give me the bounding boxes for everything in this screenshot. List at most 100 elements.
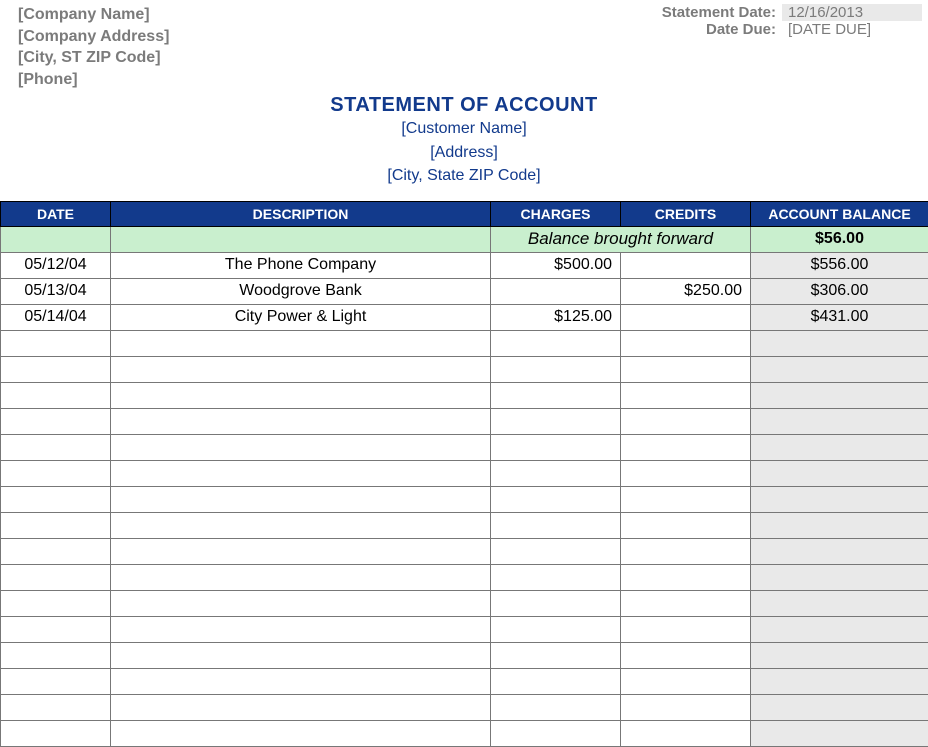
statement-date-row: Statement Date: 12/16/2013 [612,4,922,21]
cell-date: 05/12/04 [1,252,111,278]
cell-date [1,330,111,356]
table-row: 05/14/04City Power & Light$125.00$431.00 [1,304,928,330]
company-name: [Company Name] [18,4,169,26]
ledger-body: Balance brought forward $56.00 05/12/04T… [1,226,928,746]
cell-charges [491,512,621,538]
cell-credits [621,460,751,486]
cell-charges [491,564,621,590]
cell-credits [621,408,751,434]
table-row: 05/13/04Woodgrove Bank$250.00$306.00 [1,278,928,304]
cell-description [111,356,491,382]
cell-date [1,512,111,538]
meta-block: Statement Date: 12/16/2013 Date Due: [DA… [612,4,922,90]
cell-date [1,564,111,590]
cell-charges: $500.00 [491,252,621,278]
cell-charges [491,616,621,642]
cell-balance [751,408,928,434]
cell-balance: $431.00 [751,304,928,330]
customer-city-state-zip: [City, State ZIP Code] [0,164,928,187]
cell-description [111,512,491,538]
cell-description [111,382,491,408]
customer-name: [Customer Name] [0,117,928,140]
cell-date [1,460,111,486]
col-header-description: DESCRIPTION [111,201,491,226]
cell-balance [751,616,928,642]
cell-description [111,694,491,720]
cell-date: 05/14/04 [1,304,111,330]
cell-credits [621,512,751,538]
table-row-empty [1,382,928,408]
cell-credits [621,616,751,642]
cell-credits [621,720,751,746]
cell-charges [491,668,621,694]
cell-charges [491,720,621,746]
cell-charges [491,278,621,304]
cell-charges [491,330,621,356]
cell-charges [491,538,621,564]
cell-description [111,642,491,668]
cell-credits [621,382,751,408]
cell-balance [751,382,928,408]
cell-charges [491,382,621,408]
cell-date [1,408,111,434]
cell-date [1,720,111,746]
cell-charges [491,694,621,720]
cell-credits [621,590,751,616]
bf-empty-date [1,226,111,252]
cell-credits [621,304,751,330]
cell-description [111,486,491,512]
cell-date [1,356,111,382]
cell-description [111,330,491,356]
cell-description [111,434,491,460]
cell-balance: $556.00 [751,252,928,278]
cell-date [1,486,111,512]
header-region: [Company Name] [Company Address] [City, … [0,0,928,90]
company-address: [Company Address] [18,26,169,48]
cell-charges: $125.00 [491,304,621,330]
cell-credits [621,252,751,278]
table-row-empty [1,512,928,538]
table-row-empty [1,356,928,382]
statement-date-label: Statement Date: [612,4,782,21]
title-block: STATEMENT OF ACCOUNT [Customer Name] [Ad… [0,94,928,187]
table-row-empty [1,668,928,694]
balance-forward-row: Balance brought forward $56.00 [1,226,928,252]
table-row-empty [1,460,928,486]
cell-balance [751,694,928,720]
cell-date [1,616,111,642]
cell-credits [621,538,751,564]
cell-balance: $306.00 [751,278,928,304]
cell-description [111,538,491,564]
cell-credits [621,356,751,382]
date-due-value: [DATE DUE] [782,21,922,38]
table-row-empty [1,330,928,356]
cell-date [1,642,111,668]
table-row: 05/12/04The Phone Company$500.00 $556.00 [1,252,928,278]
cell-description [111,616,491,642]
cell-balance [751,720,928,746]
cell-balance [751,538,928,564]
cell-credits [621,694,751,720]
cell-credits [621,486,751,512]
cell-charges [491,460,621,486]
cell-description [111,564,491,590]
company-city-state-zip: [City, ST ZIP Code] [18,47,169,69]
table-row-empty [1,694,928,720]
cell-credits [621,668,751,694]
cell-charges [491,356,621,382]
cell-charges [491,434,621,460]
cell-date [1,382,111,408]
cell-credits [621,642,751,668]
cell-description [111,460,491,486]
cell-description [111,668,491,694]
col-header-charges: CHARGES [491,201,621,226]
cell-description [111,408,491,434]
cell-balance [751,486,928,512]
cell-description [111,590,491,616]
cell-balance [751,356,928,382]
table-row-empty [1,538,928,564]
cell-date [1,434,111,460]
cell-charges [491,408,621,434]
cell-description: The Phone Company [111,252,491,278]
col-header-balance: ACCOUNT BALANCE [751,201,928,226]
